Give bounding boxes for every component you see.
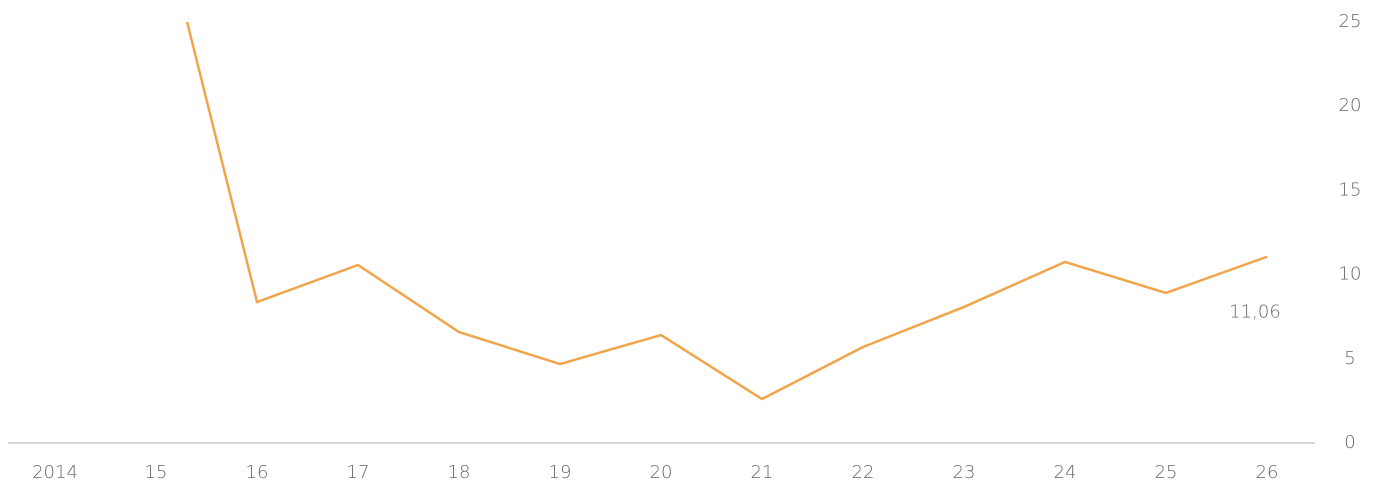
y-tick-label: 10 [1339, 264, 1362, 285]
x-tick-label: 19 [549, 462, 572, 483]
line [185, 22, 1268, 401]
x-tick-label: 15 [145, 462, 168, 483]
data-label: 11,06 [1229, 302, 1281, 323]
x-tick-label: 26 [1256, 462, 1279, 483]
x-tick-label: 17 [347, 462, 370, 483]
x-tick-label: 16 [246, 462, 269, 483]
y-tick-label: 0 [1344, 432, 1355, 453]
x-tick-label: 25 [1155, 462, 1178, 483]
y-tick-label: 20 [1339, 95, 1362, 116]
y-tick-label: 5 [1344, 348, 1355, 369]
x-tick-label: 24 [1054, 462, 1077, 483]
y-tick-label: 25 [1339, 11, 1362, 32]
x-tick-label: 22 [852, 462, 875, 483]
x-tick-label: 2014 [32, 462, 78, 483]
x-tick-label: 18 [448, 462, 471, 483]
x-tick-label: 23 [953, 462, 976, 483]
x-tick-label: 21 [751, 462, 774, 483]
x-tick-label: 20 [650, 462, 673, 483]
y-tick-label: 15 [1339, 179, 1362, 200]
